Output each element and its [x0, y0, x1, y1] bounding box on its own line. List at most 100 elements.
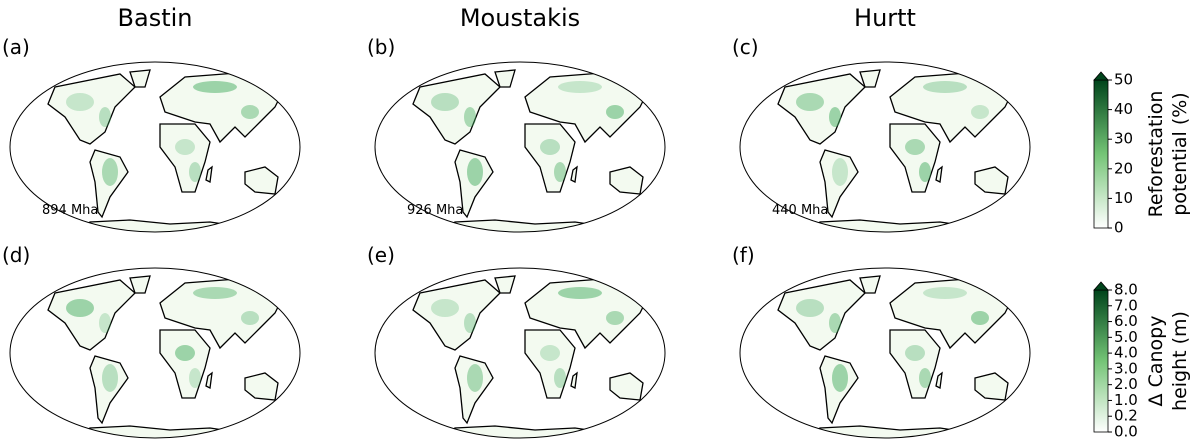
continent — [889, 329, 941, 399]
continent — [205, 371, 213, 389]
colorbar-tick-label: 0.0 — [1114, 423, 1138, 441]
continent — [454, 149, 494, 219]
colorbar-tick-label: 8.0 — [1114, 281, 1138, 299]
area-label: 894 Mha — [42, 203, 98, 218]
continent — [47, 279, 136, 351]
colorbar-extend — [1093, 71, 1109, 81]
forest-patch — [923, 81, 967, 93]
continent — [859, 275, 881, 294]
column-title: Bastin — [118, 4, 193, 32]
panel-label: (a) — [2, 35, 30, 59]
continent — [819, 355, 859, 425]
continent — [889, 123, 941, 193]
forest-patch — [606, 311, 624, 325]
forest-patch — [464, 107, 476, 127]
area-label: 926 Mha — [407, 203, 463, 218]
forest-patch — [971, 311, 989, 325]
colorbar-tick-label: 50 — [1114, 71, 1133, 89]
forest-patch — [431, 93, 459, 111]
colorbar-label: Δ Canopy — [1145, 316, 1167, 407]
forest-patch — [66, 93, 94, 111]
area-label: 440 Mha — [772, 203, 828, 218]
colorbar-label: height (m) — [1169, 311, 1191, 411]
map — [9, 267, 301, 439]
continent — [777, 73, 866, 145]
map-land — [47, 275, 286, 438]
colorbar-tick-label: 1.0 — [1114, 391, 1138, 409]
continent — [494, 69, 516, 88]
colorbar-tick-label: 30 — [1114, 130, 1133, 148]
colorbar-tick-label: 5.0 — [1114, 328, 1138, 346]
map-land — [777, 69, 1016, 232]
column-title: Hurtt — [854, 4, 916, 32]
continent — [129, 69, 151, 88]
forest-patch — [558, 287, 602, 299]
panel-label: (b) — [367, 35, 395, 59]
continent — [89, 355, 129, 425]
colorbar-tick-label: 6.0 — [1114, 312, 1138, 330]
map-outline — [9, 61, 301, 233]
continent — [47, 73, 136, 145]
panel-label: (f) — [732, 243, 755, 267]
map-land — [412, 275, 651, 438]
forest-patch — [796, 93, 824, 111]
panel-label: (c) — [732, 35, 759, 59]
forest-patch — [540, 139, 560, 155]
forest-patch — [558, 81, 602, 93]
continent — [859, 69, 881, 88]
panel-label: (d) — [2, 243, 30, 267]
map: 926 Mha — [374, 61, 666, 233]
continent — [412, 73, 501, 145]
forest-patch — [796, 299, 824, 317]
forest-patch — [99, 107, 111, 127]
colorbar-tick-label: 3.0 — [1114, 359, 1138, 377]
forest-patch — [606, 105, 624, 119]
continent — [524, 329, 576, 399]
map-outline — [739, 267, 1031, 439]
colorbar-tick-label: 7.0 — [1114, 296, 1138, 314]
continent — [454, 355, 494, 425]
continent — [974, 372, 1009, 401]
continent — [570, 371, 578, 389]
forest-patch — [464, 313, 476, 333]
continent — [205, 165, 213, 183]
forest-patch — [99, 313, 111, 333]
forest-patch — [554, 162, 566, 182]
continent — [974, 166, 1009, 195]
forest-patch — [829, 107, 841, 127]
colorbar-extend — [1093, 281, 1109, 291]
forest-patch — [467, 364, 483, 392]
colorbar-tick-label: 0.2 — [1114, 407, 1138, 425]
continent — [609, 372, 644, 401]
forest-patch — [923, 287, 967, 299]
forest-patch — [554, 368, 566, 388]
continent — [609, 166, 644, 195]
forest-patch — [971, 105, 989, 119]
colorbar-label: potential (%) — [1169, 92, 1191, 215]
map — [739, 267, 1031, 439]
forest-patch — [102, 158, 118, 186]
forest-patch — [189, 162, 201, 182]
map-outline — [374, 267, 666, 439]
colorbar-tick-label: 40 — [1114, 100, 1133, 118]
forest-patch — [102, 364, 118, 392]
forest-patch — [540, 345, 560, 361]
continent — [494, 275, 516, 294]
continent — [89, 149, 129, 219]
map: 440 Mha — [739, 61, 1031, 233]
map-outline — [374, 61, 666, 233]
colorbar — [1093, 79, 1109, 229]
forest-patch — [175, 345, 195, 361]
colorbar — [1093, 289, 1109, 433]
continent — [159, 123, 211, 193]
colorbar-label: Reforestation — [1145, 91, 1167, 218]
forest-patch — [193, 287, 237, 299]
colorbar-tick-label: 10 — [1114, 189, 1133, 207]
panel-label: (e) — [367, 243, 395, 267]
colorbar-tick-label: 2.0 — [1114, 375, 1138, 393]
map-land — [777, 275, 1016, 438]
forest-patch — [467, 158, 483, 186]
continent — [244, 166, 279, 195]
map-land — [412, 69, 651, 232]
